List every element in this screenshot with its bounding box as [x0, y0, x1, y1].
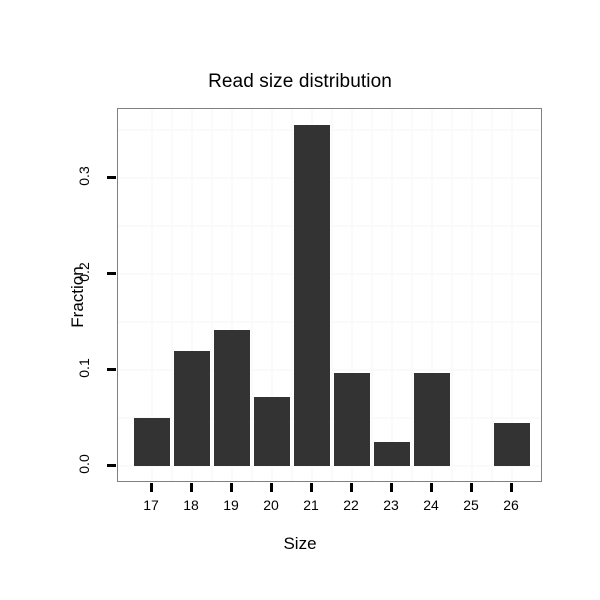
y-axis-tick	[107, 463, 116, 467]
x-axis-title: Size	[283, 534, 317, 553]
bar	[134, 418, 170, 466]
y-axis-tick-label: 0.1	[76, 358, 92, 378]
bar	[174, 350, 210, 466]
gridline-vertical	[231, 109, 233, 481]
x-axis-tick	[349, 483, 353, 492]
bar	[414, 372, 450, 466]
x-axis-tick	[229, 483, 233, 492]
gridline-vertical-minor	[411, 109, 413, 481]
gridline-vertical	[351, 109, 353, 481]
y-axis-tick-label: 0.2	[76, 262, 92, 282]
x-axis-tick	[309, 483, 313, 492]
gridline-vertical-minor	[331, 109, 333, 481]
gridline-vertical-minor	[211, 109, 213, 481]
gridline-vertical-minor	[291, 109, 293, 481]
plot-panel	[117, 108, 542, 482]
x-axis-tick-label: 19	[223, 497, 239, 513]
chart-title: Read size distribution	[208, 71, 392, 92]
gridline-vertical-minor	[491, 109, 493, 481]
x-axis-tick-label: 24	[423, 497, 439, 513]
gridline-vertical	[431, 109, 433, 481]
x-axis-tick	[149, 483, 153, 492]
bar	[334, 372, 370, 466]
y-axis-tick-label: 0.3	[76, 166, 92, 186]
x-axis-tick	[189, 483, 193, 492]
x-axis-tick-label: 25	[463, 497, 479, 513]
x-axis-tick-label: 18	[183, 497, 199, 513]
x-axis-tick	[429, 483, 433, 492]
gridline-horizontal	[118, 465, 541, 467]
x-axis-tick-label: 17	[143, 497, 159, 513]
bar	[214, 329, 250, 466]
bar	[254, 396, 290, 466]
y-axis-tick	[107, 271, 116, 275]
gridline-vertical	[271, 109, 273, 481]
x-axis-tick-label: 26	[503, 497, 519, 513]
gridline-vertical	[191, 109, 193, 481]
bar	[294, 125, 330, 466]
y-axis-tick-label: 0.0	[76, 454, 92, 474]
x-axis-tick-label: 20	[263, 497, 279, 513]
x-axis-tick-label: 22	[343, 497, 359, 513]
gridline-vertical-minor	[371, 109, 373, 481]
x-axis-tick	[469, 483, 473, 492]
y-axis-tick	[107, 175, 116, 179]
gridline-vertical	[511, 109, 513, 481]
x-axis-tick	[269, 483, 273, 492]
x-axis-tick-label: 21	[303, 497, 319, 513]
bar	[494, 422, 530, 466]
x-axis-tick	[389, 483, 393, 492]
gridline-vertical-minor	[171, 109, 173, 481]
y-axis-tick	[107, 367, 116, 371]
bar-series	[118, 109, 541, 481]
x-axis-tick-label: 23	[383, 497, 399, 513]
gridline-vertical-minor	[251, 109, 253, 481]
gridline-vertical	[471, 109, 473, 481]
bar	[374, 442, 410, 466]
gridline-vertical	[391, 109, 393, 481]
gridline-vertical	[151, 109, 153, 481]
x-axis-tick	[509, 483, 513, 492]
gridline-vertical-minor	[451, 109, 453, 481]
